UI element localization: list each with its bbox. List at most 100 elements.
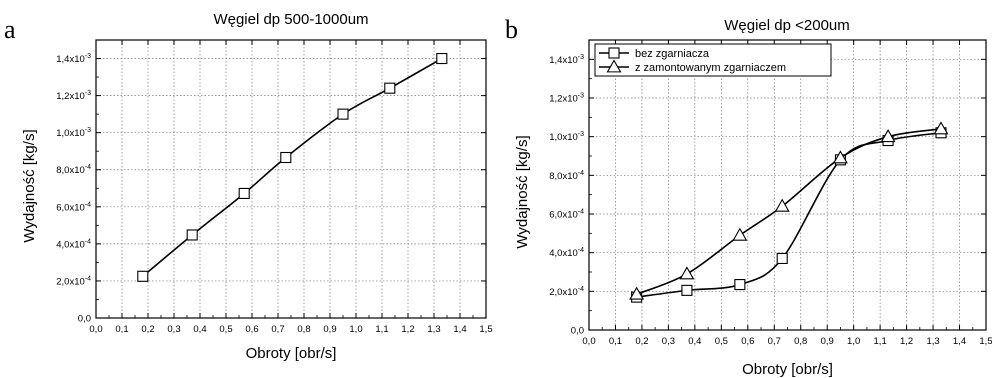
- series-1: [631, 127, 947, 303]
- triangle-marker: [832, 150, 848, 164]
- x-tick-label: 0,2: [141, 324, 154, 335]
- triangle-marker: [679, 266, 695, 280]
- y-tick-mantissa: 2,0x10: [549, 287, 578, 298]
- plot-frame: [95, 39, 487, 319]
- x-tick-label: 1,3: [427, 324, 440, 335]
- y-axis-label: Wydajność [kg/s]: [514, 135, 531, 248]
- y-tick-mantissa: 1,4x10: [56, 54, 85, 65]
- y-tick-mantissa: 0,0: [78, 314, 91, 325]
- x-tick-label: 1,0: [847, 336, 860, 347]
- square-marker: [137, 270, 149, 282]
- x-tick-label: 0,6: [741, 336, 754, 347]
- y-tick-exponent: -4: [85, 164, 91, 171]
- y-tick-mantissa: 8,0x10: [549, 171, 578, 182]
- y-tick-label: 1,4x10-3: [549, 54, 584, 66]
- grid: [96, 40, 486, 318]
- square-marker: [238, 187, 250, 200]
- x-tick-label: 1,2: [401, 324, 414, 335]
- x-tick-label: 0,3: [662, 336, 675, 347]
- triangle-marker: [629, 286, 645, 300]
- y-tick-label: 8,0x10-4: [56, 164, 91, 176]
- chart-panel-a: a Węgiel dp 500-1000um 0,0 0,1 0,2 0,3 0,4 0,5 0…: [4, 11, 493, 362]
- x-tick-label: 1,1: [375, 324, 388, 335]
- y-tick-mantissa: 1,2x10: [549, 94, 578, 105]
- x-tick-label: 1,5: [479, 324, 492, 335]
- y-tick-exponent: -3: [578, 54, 584, 61]
- square-marker: [734, 279, 746, 291]
- y-tick-mantissa: 8,0x10: [56, 165, 85, 176]
- x-tick-label: 0,7: [768, 336, 781, 347]
- x-axis-label: Obroty [obr/s]: [742, 361, 833, 378]
- x-tick-label: 0,5: [715, 336, 728, 347]
- y-tick-mantissa: 6,0x10: [56, 202, 85, 213]
- series-2: [629, 121, 949, 300]
- panel-letter: a: [4, 15, 16, 44]
- y-tick-label: 0,0: [571, 326, 584, 337]
- y-tick-mantissa: 4,0x10: [549, 248, 578, 259]
- triangle-marker: [880, 129, 896, 143]
- chart-title: Węgiel dp <200um: [724, 17, 850, 34]
- y-tick-exponent: -4: [578, 170, 584, 177]
- x-tick-label: 0,9: [323, 324, 336, 335]
- y-tick-exponent: -3: [578, 93, 584, 100]
- chart-title: Węgiel dp 500-1000um: [213, 11, 368, 28]
- square-marker: [681, 284, 693, 296]
- x-tick-label: 0,9: [821, 336, 834, 347]
- square-marker: [337, 108, 349, 120]
- x-tick-label: 0,7: [271, 324, 284, 335]
- series-line: [636, 132, 942, 298]
- x-tick-label: 0,0: [89, 324, 102, 335]
- x-tick-label: 1,3: [926, 336, 939, 347]
- x-tick-label: 0,8: [794, 336, 807, 347]
- y-tick-exponent: -4: [85, 275, 91, 282]
- chart-panel-b: b Węgiel dp <200um 0,0 0,1 0,2 0,3 0,4 0,5 0,6 0,…: [505, 15, 992, 378]
- y-tick-mantissa: 1,4x10: [549, 55, 578, 66]
- series-1: [137, 52, 448, 282]
- y-tick-label: 1,2x10-3: [56, 90, 91, 102]
- x-axis-label: Obroty [obr/s]: [246, 345, 337, 362]
- y-axis-label: Wydajność [kg/s]: [21, 129, 38, 242]
- legend-label: z zamontowanym zgarniaczem: [635, 62, 786, 74]
- square-marker: [186, 229, 198, 241]
- y-tick-mantissa: 2,0x10: [56, 276, 85, 287]
- y-tick-label: 4,0x10-4: [549, 247, 584, 259]
- y-tick-label: 0,0: [78, 314, 91, 325]
- x-tick-label: 0,4: [193, 324, 206, 335]
- y-tick-label: 1,2x10-3: [549, 93, 584, 105]
- square-marker: [608, 47, 620, 59]
- y-tick-mantissa: 1,0x10: [56, 128, 85, 139]
- triangle-marker: [606, 59, 622, 73]
- legend-label: bez zgarniacza: [635, 48, 710, 60]
- x-tick-label: 1,0: [349, 324, 362, 335]
- y-tick-exponent: -4: [578, 286, 584, 293]
- grid: [589, 40, 986, 330]
- legend-box: [594, 43, 832, 77]
- plot-frame: [588, 39, 987, 331]
- y-tick-mantissa: 6,0x10: [549, 210, 578, 221]
- x-tick-label: 1,5: [979, 336, 992, 347]
- x-tick-label: 0,4: [688, 336, 701, 347]
- y-tick-mantissa: 1,2x10: [56, 91, 85, 102]
- y-tick-exponent: -4: [578, 209, 584, 216]
- y-tick-label: 6,0x10-4: [56, 201, 91, 213]
- y-tick-label: 1,0x10-3: [56, 127, 91, 139]
- x-tick-label: 0,8: [297, 324, 310, 335]
- x-tick-label: 1,4: [453, 324, 466, 335]
- y-tick-exponent: -3: [85, 90, 91, 97]
- y-tick-mantissa: 1,0x10: [549, 132, 578, 143]
- triangle-marker: [732, 227, 748, 241]
- y-tick-label: 6,0x10-4: [549, 209, 584, 221]
- y-tick-label: 1,4x10-3: [56, 53, 91, 65]
- y-tick-exponent: -4: [85, 238, 91, 245]
- square-marker: [436, 52, 448, 65]
- y-tick-label: 4,0x10-4: [56, 238, 91, 250]
- triangle-marker: [933, 121, 949, 135]
- x-tick-label: 0,1: [609, 336, 622, 347]
- square-marker: [384, 82, 396, 94]
- y-tick-exponent: -3: [85, 53, 91, 60]
- square-marker: [776, 252, 788, 265]
- y-tick-exponent: -4: [578, 247, 584, 254]
- x-tick-label: 0,1: [115, 324, 128, 335]
- x-tick-label: 1,2: [900, 336, 913, 347]
